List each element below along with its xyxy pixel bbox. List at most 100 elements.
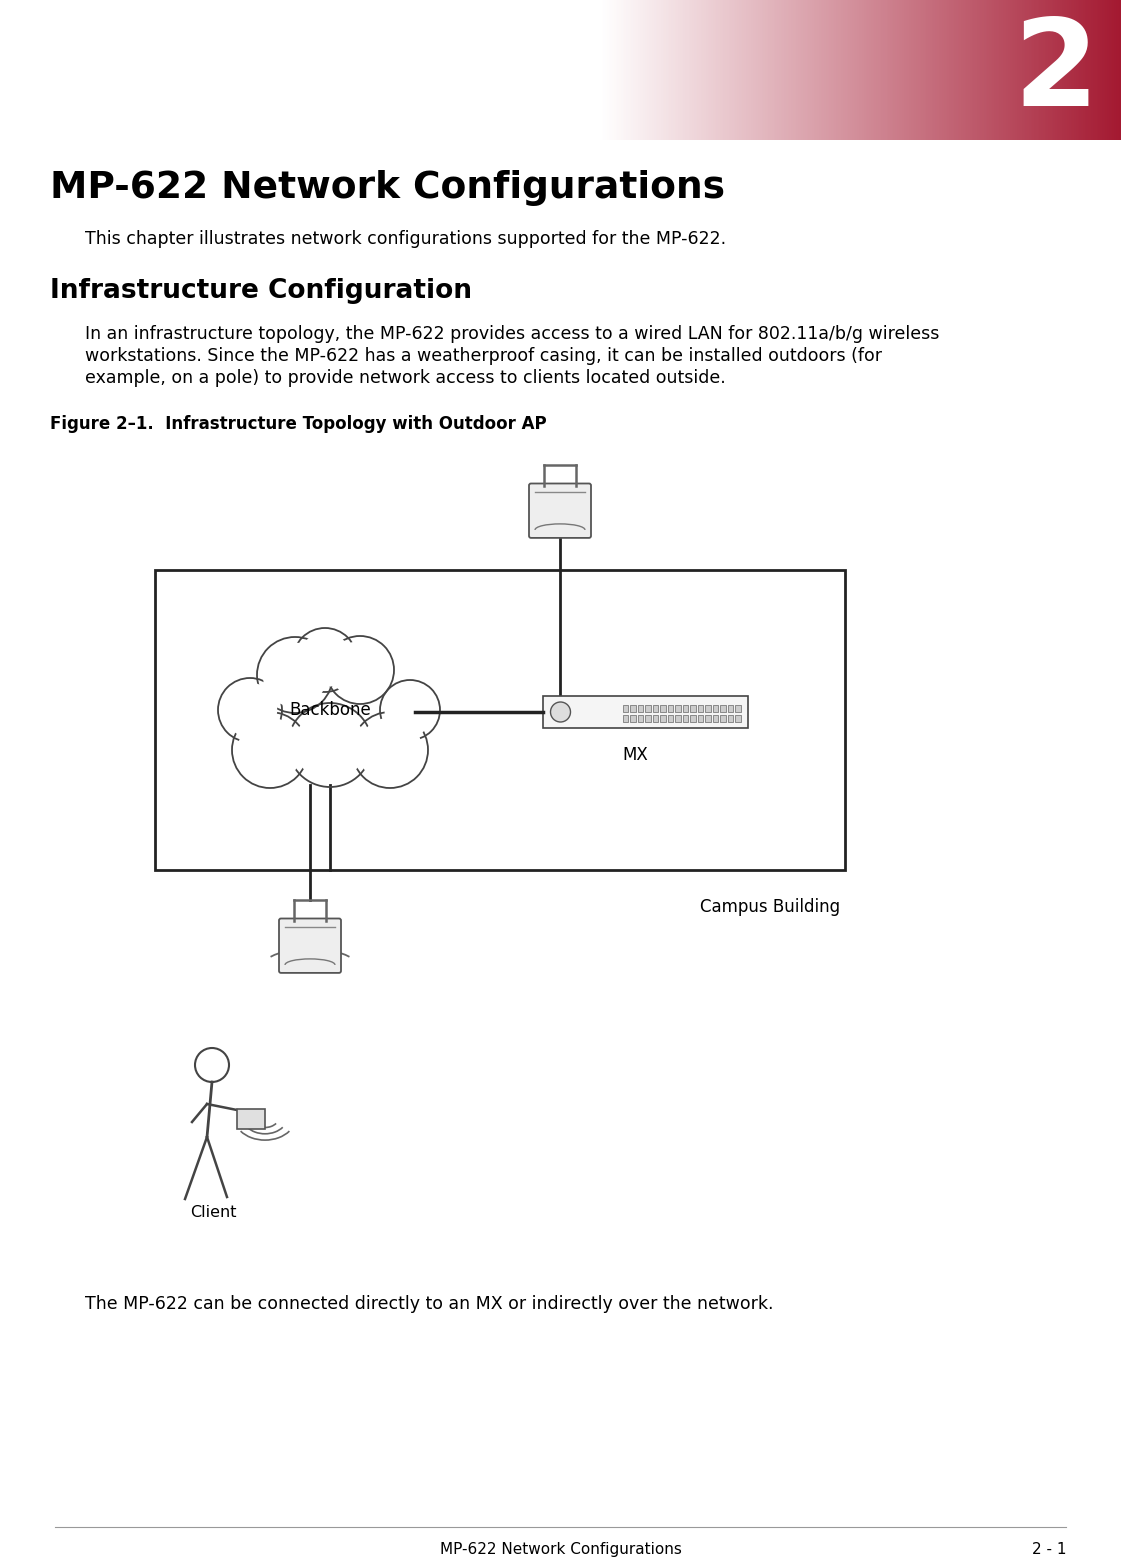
Bar [896, 0, 897, 141]
Bar [941, 0, 942, 141]
Bar [652, 705, 658, 713]
FancyBboxPatch shape [279, 919, 341, 972]
Bar [865, 0, 868, 141]
Bar [998, 0, 1000, 141]
Bar [970, 0, 972, 141]
Bar [640, 0, 641, 141]
Bar [994, 0, 995, 141]
Bar [705, 705, 711, 713]
Bar [667, 714, 673, 722]
Bar [899, 0, 900, 141]
Bar [786, 0, 788, 141]
Bar [1095, 0, 1096, 141]
Bar [745, 0, 748, 141]
Bar [812, 0, 814, 141]
Bar [697, 0, 700, 141]
Bar [842, 0, 843, 141]
Bar [1090, 0, 1092, 141]
Bar [1019, 0, 1020, 141]
Bar [1083, 0, 1084, 141]
Bar [667, 705, 673, 713]
Bar [630, 714, 636, 722]
Circle shape [223, 683, 277, 738]
Bar [864, 0, 865, 141]
Bar [1004, 0, 1007, 141]
Bar [772, 0, 773, 141]
Bar [1080, 0, 1081, 141]
Bar [543, 696, 748, 728]
Bar [713, 0, 714, 141]
Bar [911, 0, 912, 141]
Bar [713, 705, 717, 713]
Bar [969, 0, 970, 141]
Bar [1109, 0, 1111, 141]
Bar [614, 0, 615, 141]
Circle shape [262, 642, 327, 708]
Bar [1055, 0, 1057, 141]
Bar [691, 705, 695, 713]
Bar [791, 0, 793, 141]
Bar [833, 0, 834, 141]
Bar [612, 0, 614, 141]
Bar [965, 0, 966, 141]
Circle shape [298, 633, 352, 688]
Bar [671, 0, 673, 141]
Bar [626, 0, 628, 141]
Bar [1046, 0, 1048, 141]
Bar [1076, 0, 1077, 141]
Bar [925, 0, 926, 141]
Bar [855, 0, 858, 141]
Bar [874, 0, 877, 141]
Bar [761, 0, 763, 141]
Bar [954, 0, 956, 141]
Bar [609, 0, 611, 141]
Bar [720, 705, 725, 713]
Bar [853, 0, 855, 141]
Bar [796, 0, 798, 141]
Bar [883, 0, 884, 141]
Bar [618, 0, 619, 141]
Bar [631, 0, 633, 141]
Bar [1115, 0, 1118, 141]
Bar [1045, 0, 1046, 141]
Bar [728, 714, 733, 722]
Bar [951, 0, 953, 141]
Text: workstations. Since the MP-622 has a weatherproof casing, it can be installed ou: workstations. Since the MP-622 has a wea… [85, 347, 882, 366]
Bar [793, 0, 795, 141]
Bar [1048, 0, 1049, 141]
Bar [765, 0, 767, 141]
Bar [1099, 0, 1100, 141]
Text: MP-622 Network Configurations: MP-622 Network Configurations [50, 170, 725, 206]
Bar [697, 705, 703, 713]
Bar [937, 0, 938, 141]
Bar [684, 0, 685, 141]
Bar [992, 0, 994, 141]
Text: Infrastructure Configuration: Infrastructure Configuration [50, 278, 472, 303]
Bar [719, 0, 720, 141]
Bar [615, 0, 618, 141]
Bar [850, 0, 852, 141]
Bar [735, 0, 738, 141]
Bar [751, 0, 753, 141]
Bar [944, 0, 946, 141]
Bar [1020, 0, 1022, 141]
Bar [776, 0, 777, 141]
Circle shape [238, 717, 303, 783]
Bar [1017, 0, 1019, 141]
Bar [902, 0, 904, 141]
Bar [638, 0, 640, 141]
Bar [705, 714, 711, 722]
Bar [638, 714, 643, 722]
Bar [739, 0, 741, 141]
Bar [915, 0, 916, 141]
Bar [757, 0, 758, 141]
Bar [884, 0, 887, 141]
Bar [720, 0, 722, 141]
Bar [643, 0, 646, 141]
Text: 2 - 1: 2 - 1 [1031, 1543, 1066, 1557]
Bar [1077, 0, 1080, 141]
Bar [932, 0, 934, 141]
Bar [892, 0, 893, 141]
Bar [723, 0, 725, 141]
Bar [789, 0, 791, 141]
